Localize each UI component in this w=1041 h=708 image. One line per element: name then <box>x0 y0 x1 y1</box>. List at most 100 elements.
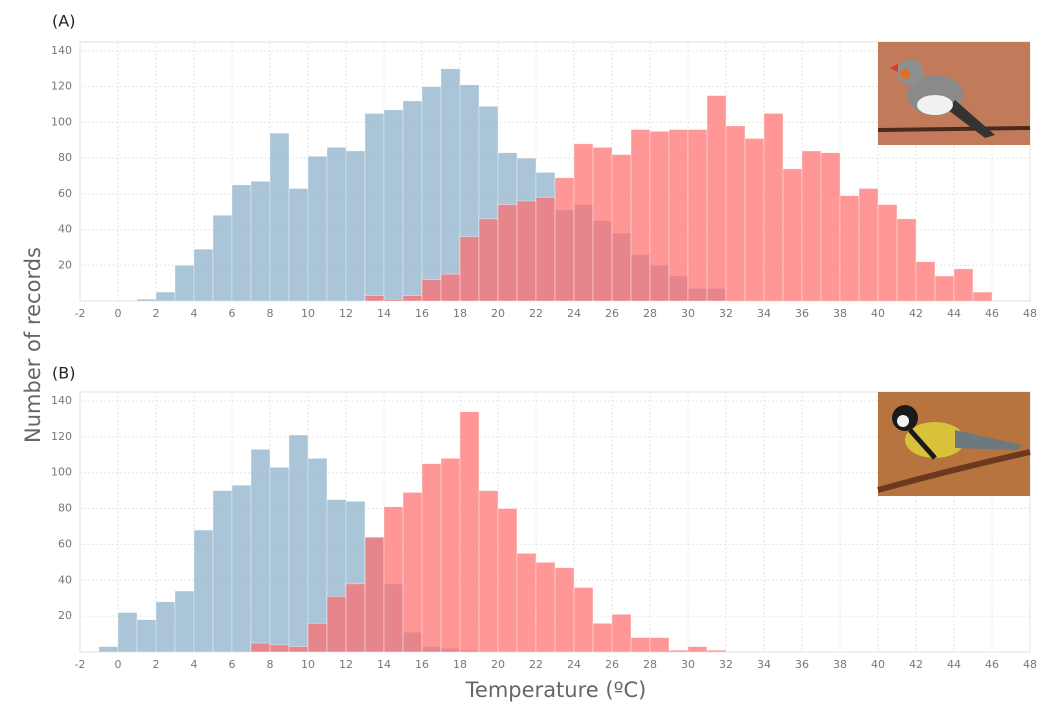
x-tick-label: 34 <box>757 658 771 671</box>
x-tick-label: 0 <box>115 307 122 320</box>
histogram-bar <box>839 195 860 302</box>
y-tick-label: 20 <box>58 258 72 271</box>
x-tick-label: 10 <box>301 658 315 671</box>
panel-title: (B) <box>52 364 75 383</box>
histogram-bar <box>820 152 841 302</box>
x-tick-label: 44 <box>947 307 961 320</box>
x-tick-label: 20 <box>491 307 505 320</box>
x-tick-label: 40 <box>871 658 885 671</box>
x-tick-label: 28 <box>643 658 657 671</box>
x-tick-label: 16 <box>415 658 429 671</box>
histogram-bar <box>630 129 651 302</box>
histogram-bar <box>174 264 195 302</box>
histogram-bar <box>383 298 404 302</box>
histogram-bar <box>915 261 936 302</box>
histogram-bar <box>231 184 252 302</box>
histogram-bar <box>497 508 518 653</box>
x-tick-label: 32 <box>719 658 733 671</box>
histogram-bar <box>307 156 328 302</box>
histogram-bar <box>345 583 366 653</box>
histogram-bar <box>440 68 461 302</box>
histogram-bar <box>155 291 176 302</box>
histogram-bar <box>554 177 575 302</box>
x-tick-label: 32 <box>719 307 733 320</box>
histogram-bar <box>193 529 214 653</box>
x-tick-label: 36 <box>795 307 809 320</box>
histogram-bar <box>592 147 613 302</box>
histogram-bar <box>877 204 898 302</box>
histogram-bar <box>364 113 385 302</box>
x-tick-label: 18 <box>453 658 467 671</box>
histogram-bar <box>459 411 480 653</box>
histogram-bar <box>478 490 499 653</box>
histogram-bar <box>516 200 537 302</box>
histogram-bar <box>364 295 385 302</box>
histogram-bar <box>136 298 157 302</box>
x-tick-label: 14 <box>377 658 391 671</box>
histogram-bar <box>668 129 689 302</box>
x-tick-label: 4 <box>191 307 198 320</box>
histogram-bar <box>231 484 252 653</box>
histogram-bar <box>440 273 461 302</box>
x-tick-label: 6 <box>229 658 236 671</box>
histogram-bar <box>250 449 271 653</box>
histogram-bar <box>250 181 271 302</box>
y-tick-label: 100 <box>51 115 72 128</box>
x-tick-label: 26 <box>605 307 619 320</box>
x-tick-label: 44 <box>947 658 961 671</box>
x-tick-label: 8 <box>267 658 274 671</box>
histogram-bar <box>611 614 632 653</box>
y-tick-label: 80 <box>58 151 72 164</box>
histogram-bar <box>174 590 195 653</box>
bird-photo <box>877 42 1031 145</box>
x-tick-label: 24 <box>567 658 581 671</box>
x-tick-label: 30 <box>681 307 695 320</box>
histogram-bar <box>269 467 290 653</box>
histogram-bar <box>592 623 613 653</box>
histogram-bar <box>573 143 594 302</box>
x-tick-label: 18 <box>453 307 467 320</box>
histogram-bar <box>345 150 366 302</box>
x-tick-label: 16 <box>415 307 429 320</box>
histogram-bar <box>972 291 993 302</box>
histogram-bar <box>478 218 499 302</box>
histogram-bar <box>611 154 632 302</box>
histogram-bar <box>193 248 214 302</box>
histogram-bar <box>573 587 594 653</box>
histogram-bar <box>212 490 233 653</box>
x-tick-label: 12 <box>339 307 353 320</box>
x-tick-label: 12 <box>339 658 353 671</box>
bird-photo <box>877 392 1031 496</box>
histogram-bar <box>801 150 822 302</box>
x-tick-label: 8 <box>267 307 274 320</box>
x-tick-label: 40 <box>871 307 885 320</box>
y-tick-label: 40 <box>58 573 72 586</box>
x-tick-label: -2 <box>75 307 86 320</box>
histogram-bar <box>649 131 670 302</box>
histogram-bar <box>630 637 651 653</box>
y-tick-label: 80 <box>58 502 72 515</box>
x-tick-label: 22 <box>529 658 543 671</box>
histogram-bar <box>440 458 461 653</box>
histogram-bar <box>288 188 309 302</box>
histogram-bar <box>649 637 670 653</box>
x-tick-label: 28 <box>643 307 657 320</box>
histogram-bar <box>554 567 575 653</box>
y-tick-label: 140 <box>51 394 72 407</box>
x-tick-label: 14 <box>377 307 391 320</box>
histogram-bar <box>326 147 347 302</box>
x-tick-label: 36 <box>795 658 809 671</box>
x-tick-label: 4 <box>191 658 198 671</box>
histogram-bar <box>117 612 138 653</box>
histogram-bar <box>934 275 955 302</box>
histogram-bar <box>155 601 176 653</box>
histogram-bar <box>326 596 347 653</box>
histogram-bar <box>269 132 290 302</box>
histogram-bar <box>953 268 974 302</box>
x-tick-label: 38 <box>833 307 847 320</box>
histogram-bar <box>706 95 727 302</box>
histogram-bar <box>858 188 879 302</box>
histogram-bar <box>516 553 537 653</box>
y-axis-label: Number of records <box>21 247 45 443</box>
